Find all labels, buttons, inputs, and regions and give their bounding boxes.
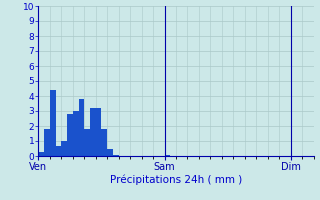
Bar xyxy=(44,129,50,156)
Bar xyxy=(164,154,170,156)
Bar xyxy=(56,146,61,156)
Bar xyxy=(90,108,96,156)
Bar xyxy=(50,90,56,156)
X-axis label: Précipitations 24h ( mm ): Précipitations 24h ( mm ) xyxy=(110,174,242,185)
Bar xyxy=(67,114,73,156)
Bar xyxy=(84,129,90,156)
Bar xyxy=(38,152,44,156)
Bar xyxy=(101,129,107,156)
Bar xyxy=(78,99,84,156)
Bar xyxy=(96,108,101,156)
Bar xyxy=(61,141,67,156)
Bar xyxy=(73,111,78,156)
Bar xyxy=(113,154,119,156)
Bar xyxy=(107,148,113,156)
